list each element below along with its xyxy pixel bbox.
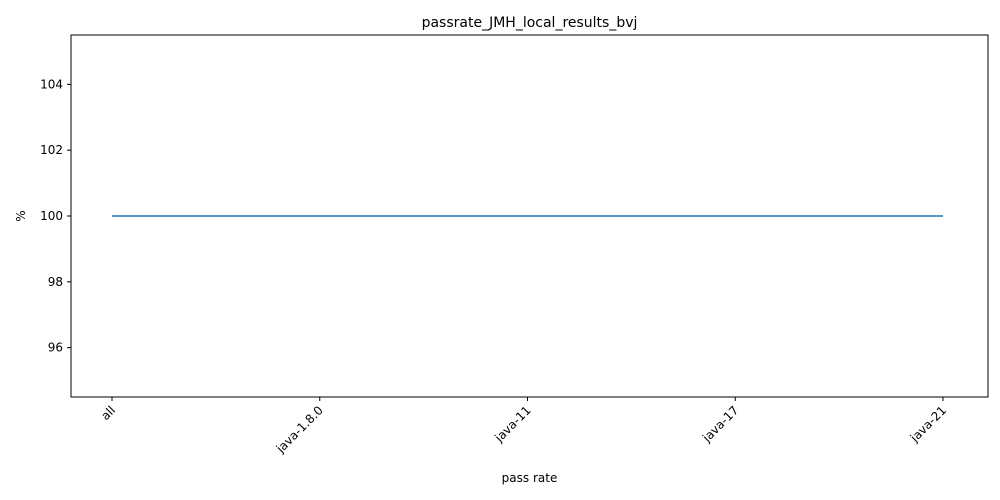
chart-title: passrate_JMH_local_results_bvj [422, 15, 638, 31]
x-tick-label: all [98, 403, 118, 423]
x-tick-label: java-21 [907, 403, 949, 445]
y-axis: 96 98 100 102 104 [40, 77, 71, 355]
y-tick-label: 102 [40, 143, 63, 157]
x-axis: all java-1.8.0 java-11 java-17 java-21 [98, 397, 949, 456]
y-axis-title: % [14, 210, 28, 221]
y-tick-label: 98 [48, 275, 63, 289]
x-tick-label: java-17 [699, 403, 741, 445]
y-tick-label: 96 [48, 341, 63, 355]
x-tick-label: java-1.8.0 [273, 403, 326, 456]
y-tick-label: 104 [40, 77, 63, 91]
x-tick-label: java-11 [491, 403, 533, 445]
y-tick-label: 100 [40, 209, 63, 223]
x-axis-title: pass rate [502, 471, 558, 485]
